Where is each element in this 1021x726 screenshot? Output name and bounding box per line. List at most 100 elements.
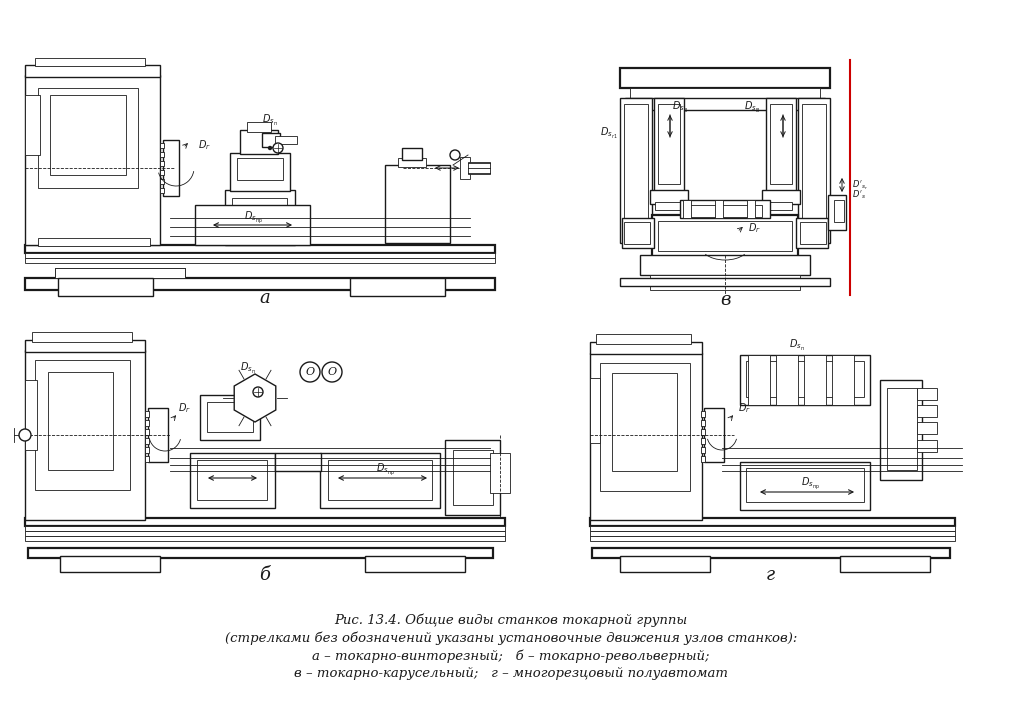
- Bar: [590, 353, 702, 520]
- Bar: [275, 453, 321, 471]
- Bar: [832, 355, 854, 405]
- Bar: [834, 200, 844, 222]
- Bar: [658, 104, 680, 184]
- Bar: [25, 278, 495, 290]
- Bar: [701, 447, 704, 453]
- Text: Рис. 13.4. Общие виды станков токарной группы: Рис. 13.4. Общие виды станков токарной г…: [335, 613, 687, 627]
- Text: а – токарно-винторезный;   б – токарно-револьверный;: а – токарно-винторезный; б – токарно-рев…: [312, 649, 710, 663]
- Bar: [620, 278, 830, 286]
- Bar: [622, 218, 654, 248]
- Text: O: O: [305, 367, 314, 377]
- Bar: [190, 453, 275, 508]
- Bar: [683, 200, 691, 218]
- Polygon shape: [234, 374, 276, 422]
- Bar: [917, 388, 937, 400]
- Bar: [25, 340, 145, 352]
- Text: $D_г$: $D_г$: [748, 221, 762, 235]
- Bar: [32, 332, 132, 342]
- Bar: [25, 380, 37, 450]
- Bar: [620, 98, 652, 243]
- Text: $D_г$: $D_г$: [738, 401, 751, 415]
- Bar: [748, 355, 770, 405]
- Bar: [247, 122, 271, 132]
- Circle shape: [273, 143, 283, 153]
- Bar: [620, 68, 830, 88]
- Bar: [887, 388, 917, 470]
- Bar: [740, 462, 870, 510]
- Bar: [590, 378, 600, 443]
- Bar: [746, 361, 864, 397]
- Bar: [207, 402, 253, 432]
- Bar: [701, 456, 704, 462]
- Text: $D_{s_\mathrm{пр}}$: $D_{s_\mathrm{пр}}$: [376, 462, 394, 478]
- Bar: [160, 161, 164, 166]
- Bar: [701, 429, 704, 435]
- Bar: [237, 158, 283, 180]
- Bar: [740, 355, 870, 405]
- Circle shape: [322, 362, 342, 382]
- Bar: [145, 456, 149, 462]
- Bar: [652, 215, 798, 257]
- Bar: [275, 136, 297, 144]
- Bar: [402, 148, 422, 160]
- Bar: [650, 190, 688, 204]
- Text: г: г: [766, 566, 775, 584]
- Bar: [364, 556, 465, 572]
- Bar: [590, 518, 955, 526]
- Text: $D'_{s_r}$: $D'_{s_r}$: [852, 178, 868, 192]
- Bar: [625, 98, 825, 110]
- Text: в – токарно-карусельный;   г – многорезцовый полуавтомат: в – токарно-карусельный; г – многорезцов…: [294, 667, 728, 680]
- Bar: [453, 450, 493, 505]
- Bar: [800, 222, 826, 244]
- Bar: [60, 556, 160, 572]
- Bar: [195, 205, 310, 245]
- Bar: [160, 179, 164, 184]
- Bar: [145, 411, 149, 417]
- Bar: [28, 548, 493, 558]
- Bar: [917, 405, 937, 417]
- Bar: [240, 130, 278, 154]
- Bar: [160, 143, 164, 148]
- Bar: [746, 468, 864, 502]
- Text: б: б: [259, 566, 271, 584]
- Bar: [25, 526, 505, 531]
- Bar: [50, 95, 126, 175]
- Bar: [262, 133, 280, 147]
- Bar: [25, 65, 160, 77]
- Text: $D_г$: $D_г$: [179, 401, 192, 415]
- Bar: [225, 190, 295, 245]
- Bar: [654, 98, 684, 193]
- Bar: [232, 198, 287, 226]
- Text: $D_{s_\mathrm{пр}}$: $D_{s_\mathrm{пр}}$: [244, 210, 262, 226]
- Bar: [163, 140, 179, 196]
- Bar: [658, 221, 792, 251]
- Bar: [715, 200, 723, 218]
- Bar: [701, 438, 704, 444]
- Bar: [590, 536, 955, 541]
- Bar: [747, 200, 755, 218]
- Bar: [798, 98, 830, 243]
- Bar: [688, 205, 762, 217]
- Bar: [917, 440, 937, 452]
- Bar: [160, 152, 164, 157]
- Bar: [612, 373, 677, 471]
- Bar: [704, 408, 724, 462]
- Bar: [38, 238, 150, 246]
- Bar: [701, 420, 704, 426]
- Bar: [145, 429, 149, 435]
- Bar: [398, 158, 426, 167]
- Bar: [230, 153, 290, 191]
- Bar: [766, 98, 796, 193]
- Bar: [320, 453, 440, 508]
- Bar: [596, 334, 691, 344]
- Bar: [917, 422, 937, 434]
- Bar: [590, 531, 955, 536]
- Bar: [25, 531, 505, 536]
- Bar: [25, 253, 495, 258]
- Bar: [25, 518, 505, 526]
- Text: O: O: [328, 367, 337, 377]
- Bar: [25, 536, 505, 541]
- Bar: [796, 218, 828, 248]
- Bar: [25, 258, 495, 263]
- Bar: [385, 165, 450, 243]
